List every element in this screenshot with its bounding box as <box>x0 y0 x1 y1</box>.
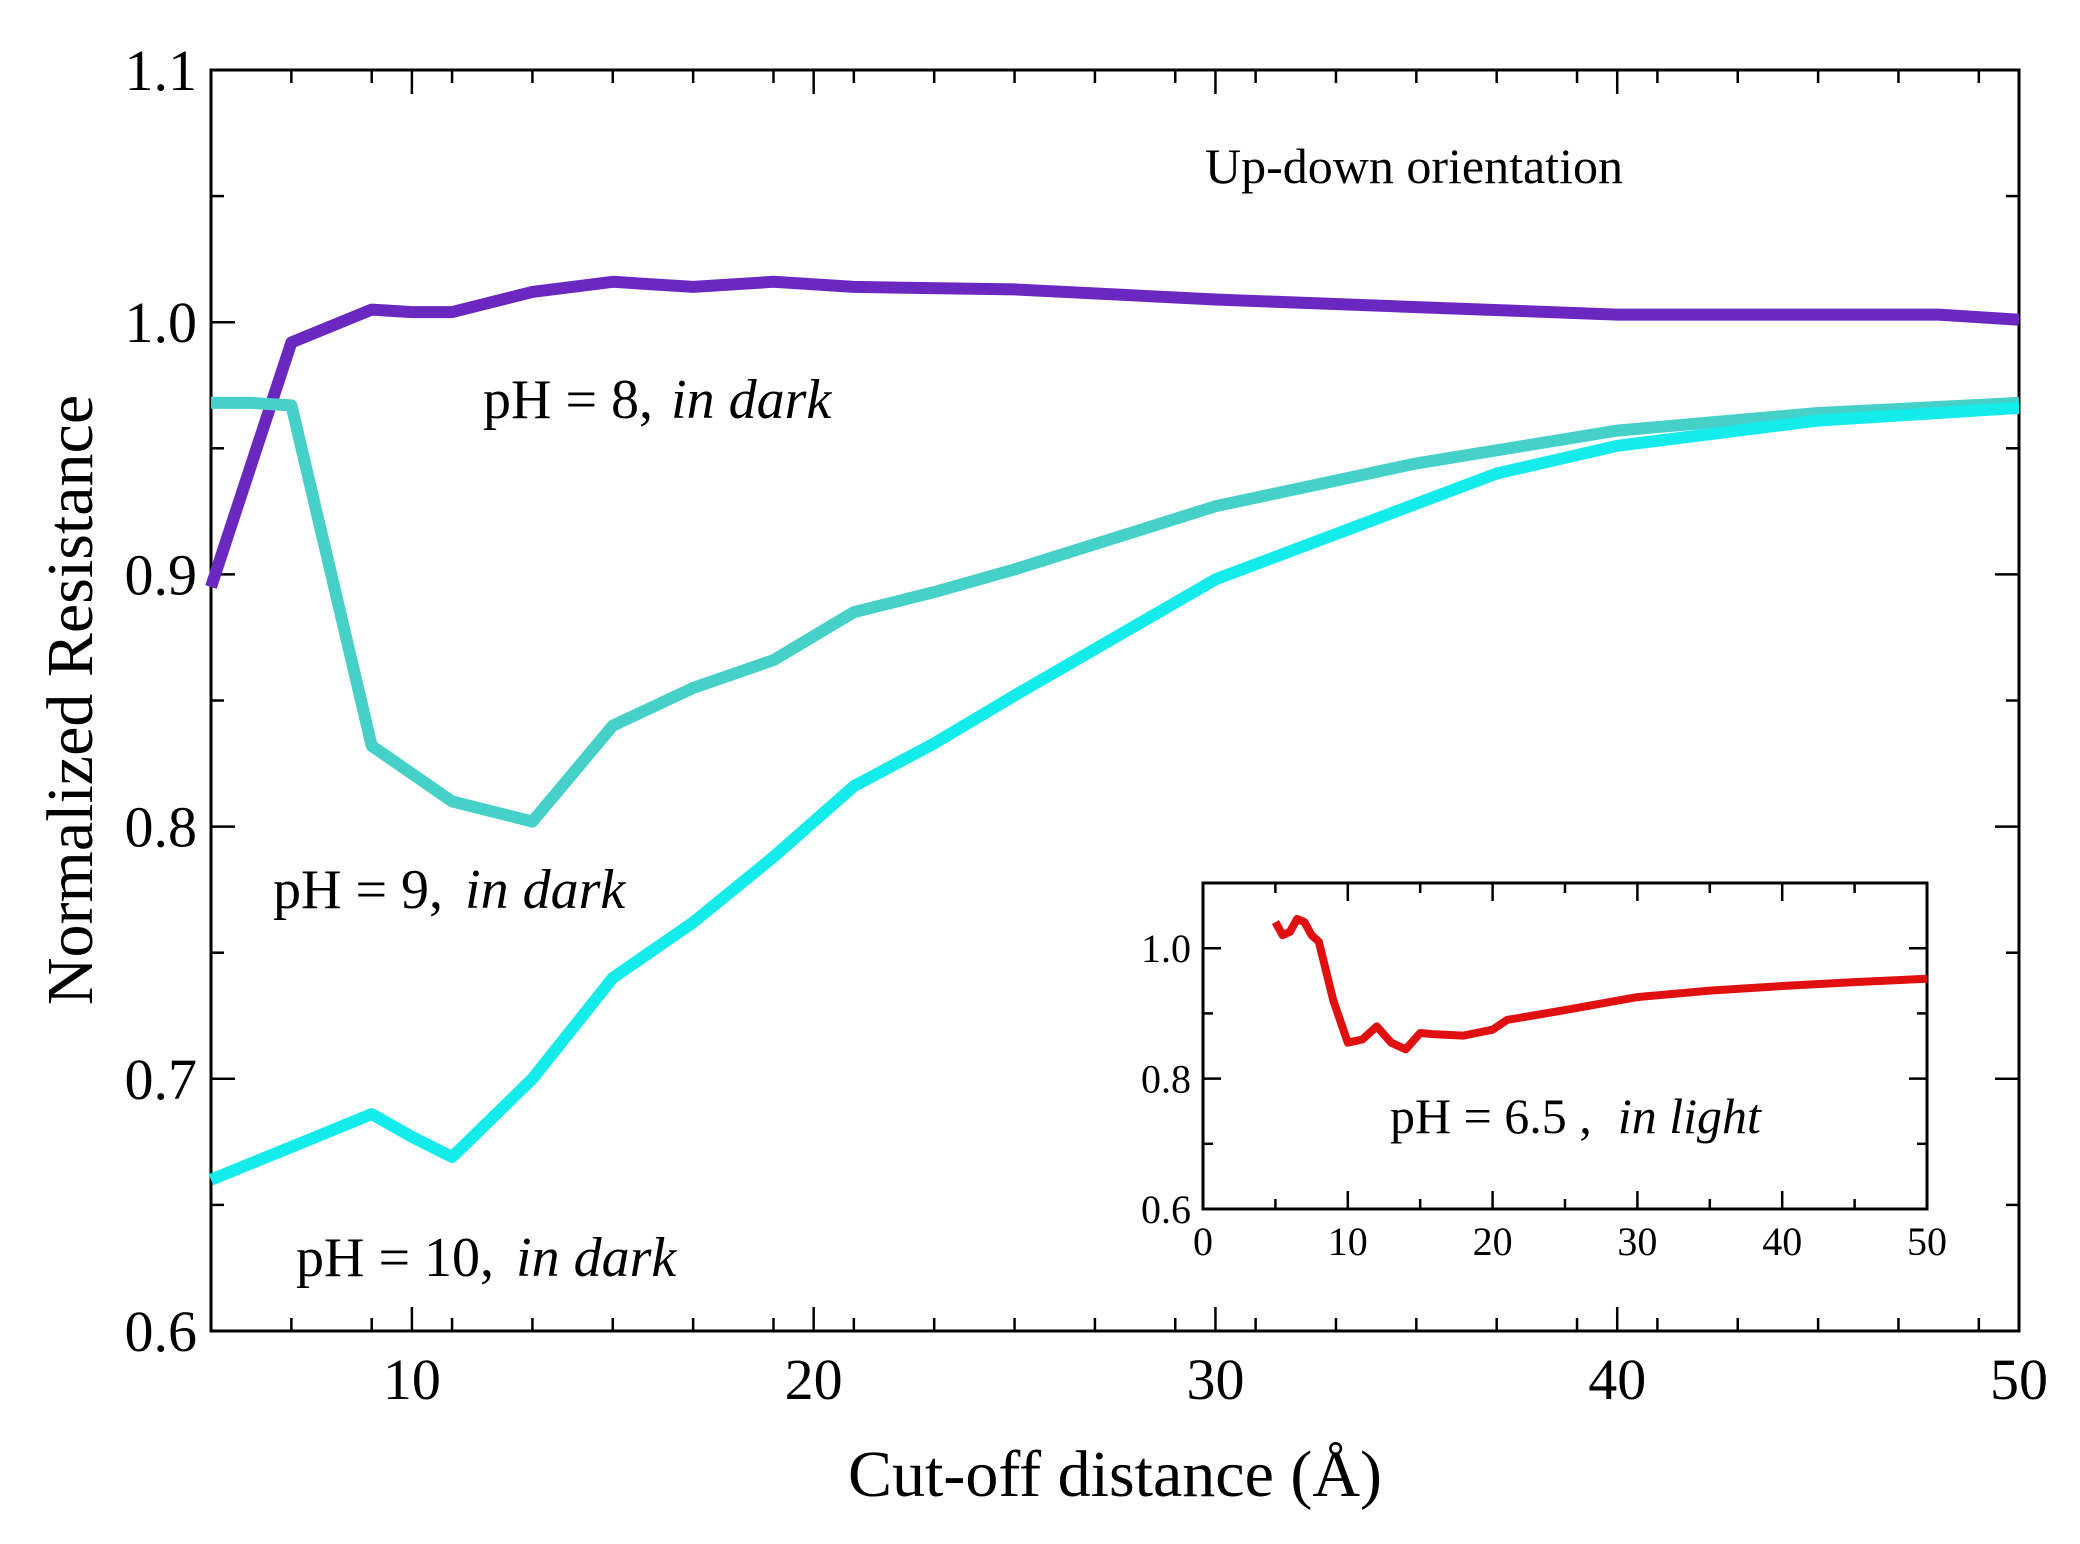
inset-xtick-label: 40 <box>1762 1219 1802 1264</box>
series-label-ph8: pH = 8, in dark <box>483 369 832 431</box>
main-xtick-label: 50 <box>1990 1347 2048 1412</box>
series-label-ph65: pH = 6.5 , in light <box>1390 1088 1762 1144</box>
main-ytick-label: 0.9 <box>125 542 198 607</box>
main-series-line-2 <box>208 401 2020 1186</box>
main-series-line-1 <box>211 396 2020 828</box>
main-axis-ticks: 10 20 30 40 50 0.6 0.7 0.8 0.9 1.0 1.1 <box>125 38 2049 1412</box>
main-ytick-label: 0.8 <box>125 795 198 860</box>
main-ytick-label: 1.0 <box>125 290 198 355</box>
main-xtick-label: 40 <box>1588 1347 1646 1412</box>
series-label-ph10: pH = 10, in dark <box>296 1227 677 1289</box>
series-label-ph9-italic: in dark <box>465 859 626 921</box>
series-label-ph65-italic: in light <box>1618 1088 1762 1144</box>
inset-xtick-label: 20 <box>1473 1219 1513 1264</box>
orientation-annotation: Up-down orientation <box>1205 138 1623 194</box>
series-label-ph9-main: pH = 9, <box>273 859 443 921</box>
inset-ytick-label: 0.6 <box>1141 1187 1191 1232</box>
inset-series-group <box>1271 914 1928 1054</box>
series-label-ph8-main: pH = 8, <box>483 369 653 431</box>
main-xtick-label: 20 <box>785 1347 843 1412</box>
main-ytick-label: 1.1 <box>125 38 198 103</box>
inset-series-line-0 <box>1271 914 1928 1054</box>
inset-ytick-label: 1.0 <box>1141 926 1191 971</box>
inset-xtick-label: 50 <box>1907 1219 1947 1264</box>
inset-ytick-label: 0.8 <box>1141 1057 1191 1102</box>
inset-xtick-label: 0 <box>1193 1219 1213 1264</box>
x-axis-title: Cut-off distance (Å) <box>848 1438 1382 1511</box>
inset-xtick-label: 10 <box>1328 1219 1368 1264</box>
series-label-ph65-main: pH = 6.5 , <box>1390 1088 1592 1144</box>
main-series-group <box>205 275 2020 1186</box>
inset-background <box>1203 883 1927 1209</box>
inset-axis-ticks: 0 10 20 30 40 50 0.6 0.8 1.0 <box>1141 881 1947 1264</box>
series-label-ph8-italic: in dark <box>671 369 832 431</box>
inset-xtick-label: 30 <box>1617 1219 1657 1264</box>
main-series-line-0 <box>205 275 2020 589</box>
series-label-ph10-main: pH = 10, <box>296 1227 494 1289</box>
series-label-ph10-italic: in dark <box>516 1227 677 1289</box>
main-ytick-label: 0.7 <box>125 1047 198 1112</box>
main-xtick-label: 30 <box>1186 1347 1244 1412</box>
main-xtick-label: 10 <box>383 1347 441 1412</box>
y-axis-title: Normalized Resistance <box>34 395 107 1005</box>
series-label-ph9: pH = 9, in dark <box>273 859 626 921</box>
main-ytick-label: 0.6 <box>125 1299 198 1364</box>
